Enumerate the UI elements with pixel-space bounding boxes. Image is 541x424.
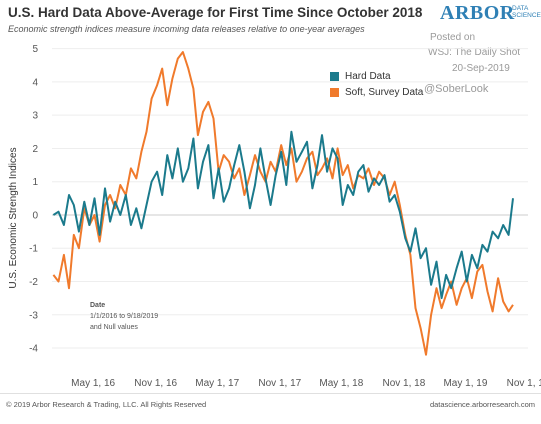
note-line-2: 1/1/2016 to 9/18/2019 (90, 313, 159, 320)
x-tick-label: Nov 1, 19 (507, 378, 541, 389)
logo-sub-text: DATA SCIENCE (512, 5, 541, 19)
x-tick-label: May 1, 19 (443, 378, 487, 389)
series-line-hard-data (52, 130, 514, 300)
date-filter-note: Date 1/1/2016 to 9/18/2019 and Null valu… (90, 300, 158, 333)
y-tick-label: 5 (32, 44, 38, 55)
axis-layer: 5 4 3 2 1 0 -1 -2 -3 -4 May 1, 16 Nov 1, 16 May 1, 1… (29, 44, 541, 389)
arbor-logo: ARBOR DATA SCIENCE (440, 2, 541, 26)
handle-label: @SoberLook (424, 83, 489, 95)
footer-copyright: © 2019 Arbor Research & Trading, LLC. Al… (6, 400, 207, 409)
x-tick-label: May 1, 18 (319, 378, 363, 389)
y-tick-label: 2 (32, 144, 38, 155)
x-tick-label: Nov 1, 16 (134, 378, 177, 389)
legend-label-hard: Hard Data (345, 70, 391, 82)
y-tick-label: -4 (29, 344, 38, 355)
source-label: WSJ: The Daily Shot (428, 47, 521, 58)
y-tick-label: 3 (32, 111, 38, 122)
y-tick-label: -2 (29, 277, 38, 288)
x-tick-label: May 1, 16 (71, 378, 115, 389)
legend-swatch-hard (330, 71, 339, 81)
legend-item-soft: Soft, Survey Data (330, 84, 423, 100)
footer-website: datascience.arborresearch.com (429, 400, 535, 409)
x-tick-label: Nov 1, 18 (382, 378, 425, 389)
y-tick-label: -1 (29, 244, 38, 255)
x-tick-label: May 1, 17 (195, 378, 239, 389)
grid-layer (52, 48, 528, 349)
note-line-3: and Null values (90, 324, 138, 331)
legend-swatch-soft (330, 87, 339, 97)
x-tick-label: Nov 1, 17 (258, 378, 301, 389)
footer-divider (0, 393, 541, 394)
chart-legend: Hard Data Soft, Survey Data (330, 68, 423, 100)
y-axis-label: U.S. Economic Strength Indices (8, 147, 19, 288)
legend-item-hard: Hard Data (330, 68, 423, 84)
date-label: 20-Sep-2019 (452, 63, 510, 74)
y-tick-label: 1 (32, 177, 38, 188)
series-line-soft-data (52, 51, 514, 356)
posted-on-label: Posted on (430, 32, 476, 43)
chart-title: U.S. Hard Data Above-Average for First T… (8, 5, 423, 20)
chart-subtitle: Economic strength indices measure incomi… (8, 24, 365, 34)
y-tick-label: 4 (32, 77, 38, 88)
logo-main-text: ARBOR (440, 2, 515, 24)
series-layer (52, 51, 514, 356)
legend-label-soft: Soft, Survey Data (345, 86, 424, 98)
y-tick-label: -3 (29, 310, 38, 321)
note-line-1: Date (90, 302, 106, 309)
y-tick-label: 0 (32, 210, 38, 221)
